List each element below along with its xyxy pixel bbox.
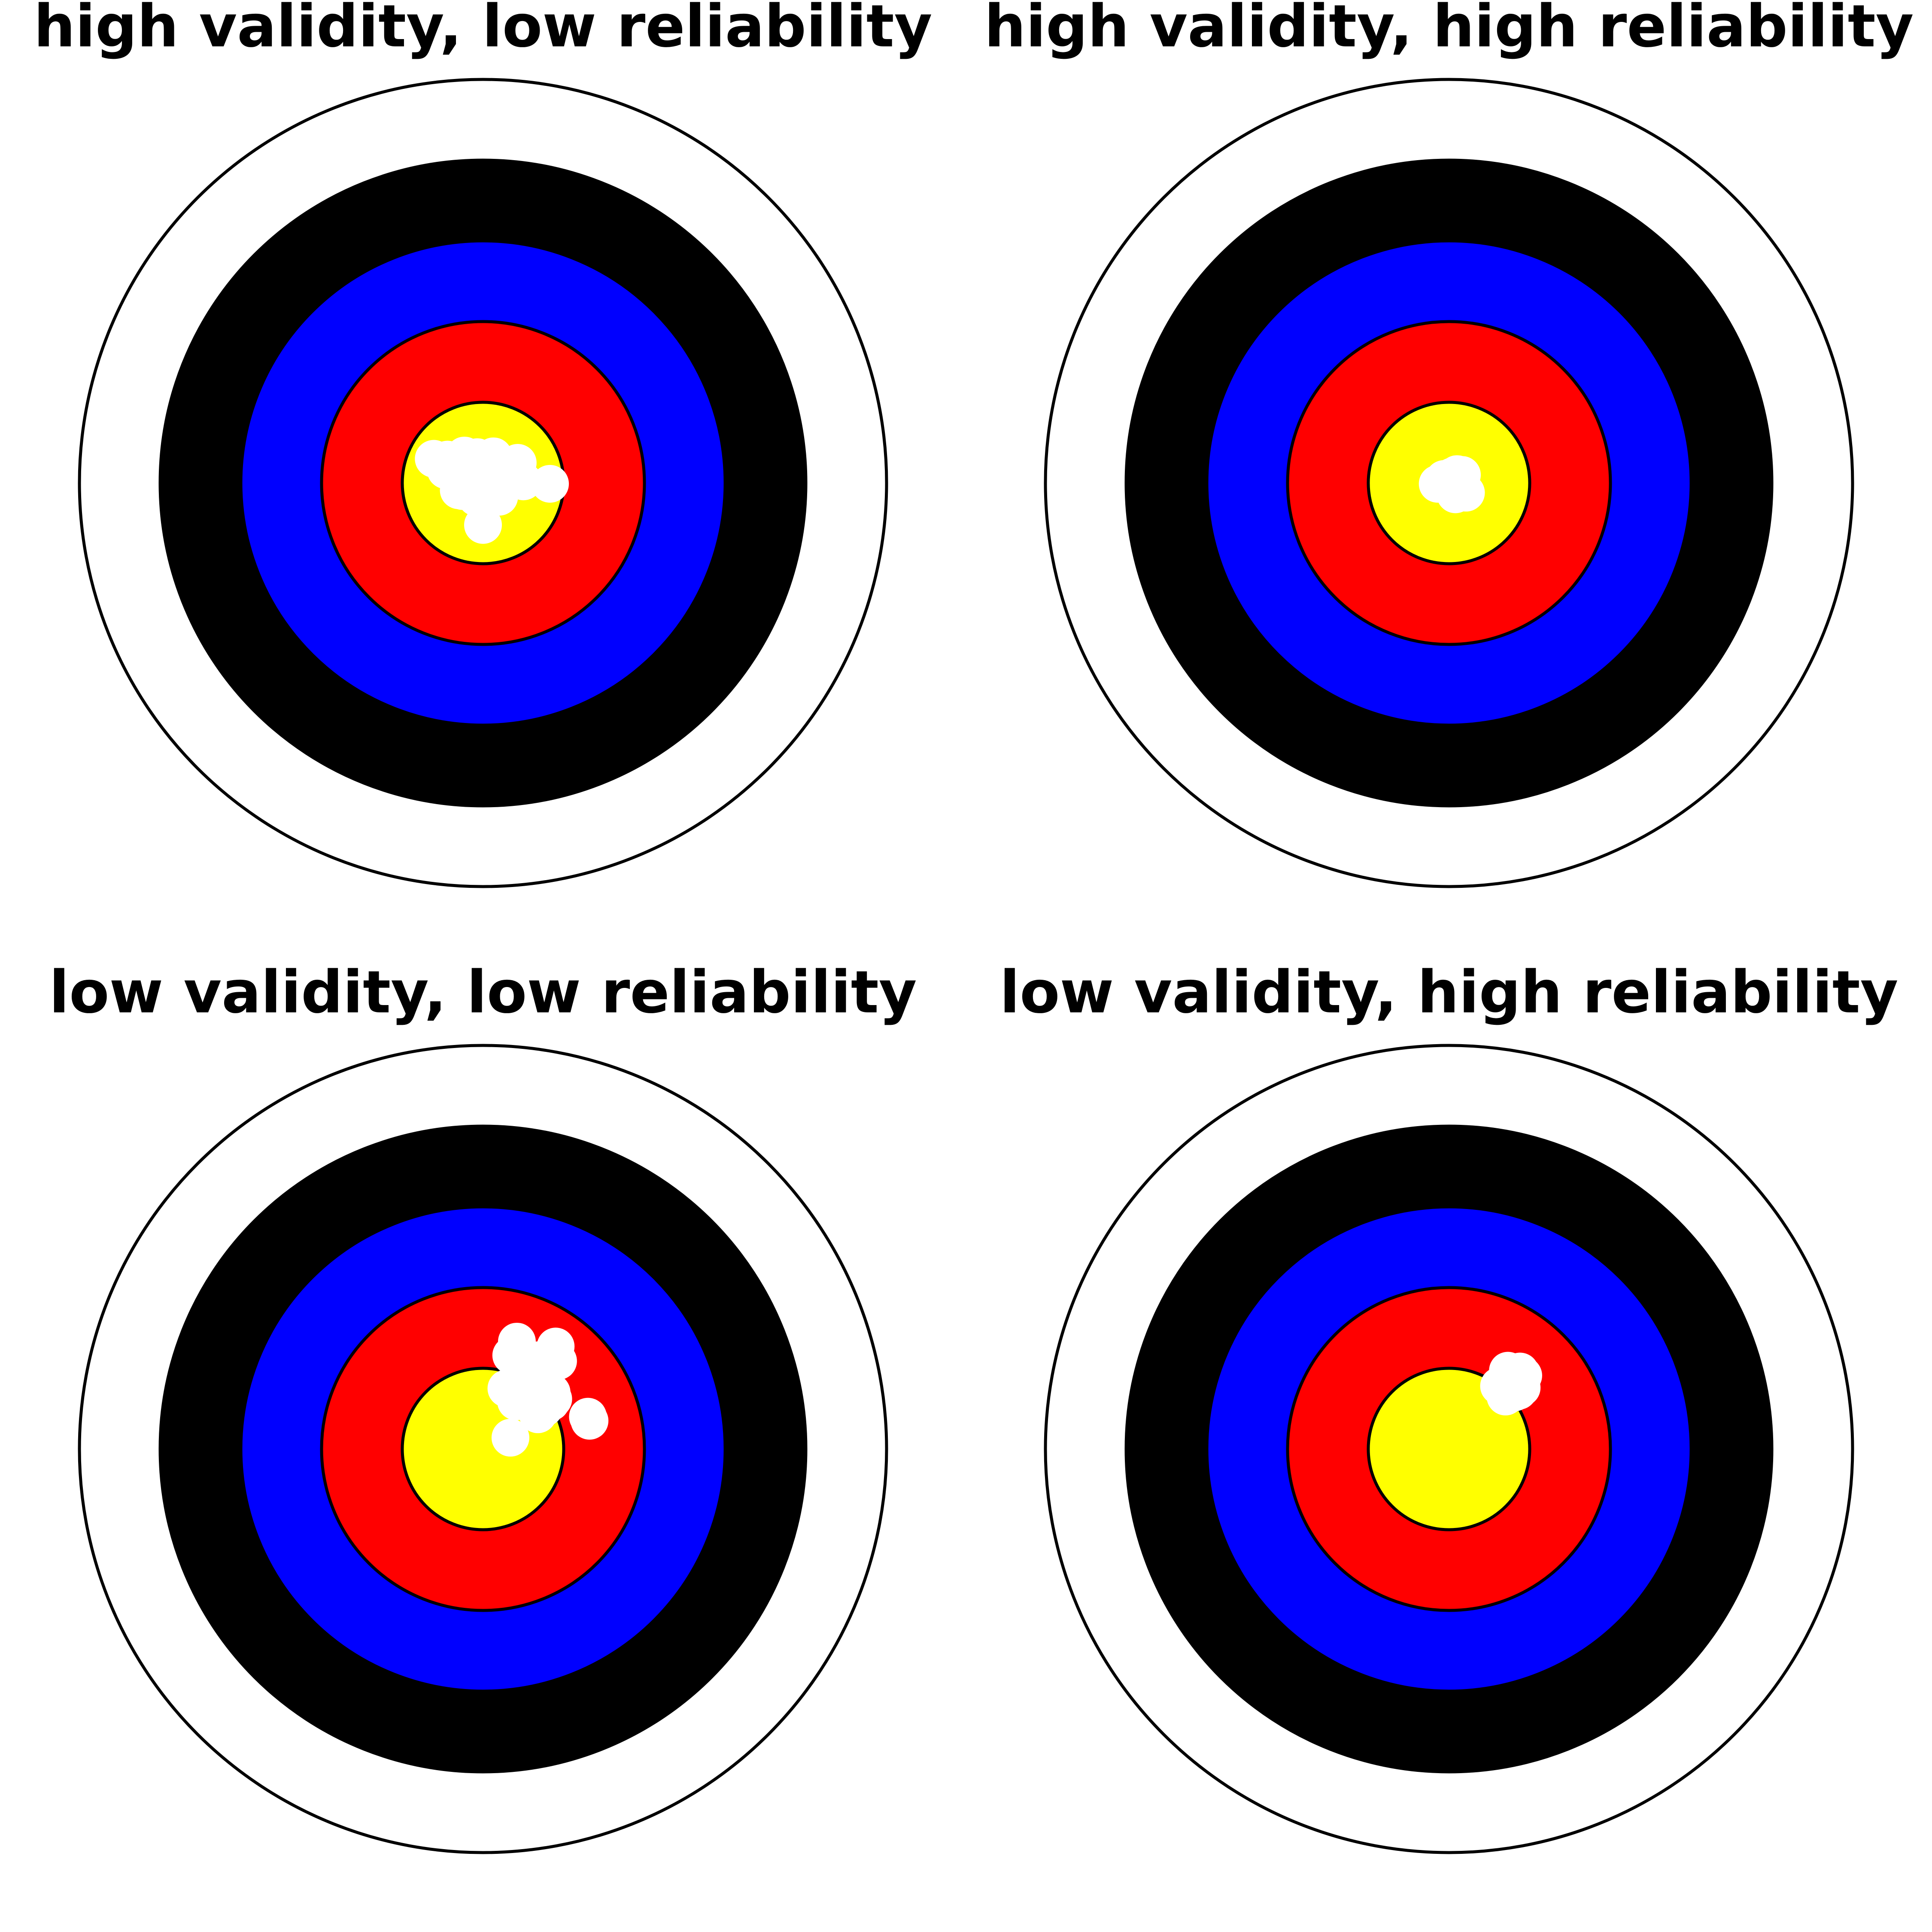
target: [1044, 1044, 1854, 1854]
panel-title: high validity, high reliability: [984, 0, 1914, 61]
hit-markers: [1480, 1352, 1542, 1416]
hit-markers: [1419, 455, 1485, 513]
panel-low-validity-low-reliability: low validity, low reliability: [49, 959, 917, 1854]
hit-marker: [539, 1342, 577, 1380]
panel-high-validity-low-reliability: high validity, low reliability: [34, 0, 933, 888]
hit-marker: [571, 1402, 609, 1440]
target: [78, 1044, 888, 1854]
hit-markers: [487, 1322, 609, 1457]
panel-low-validity-high-reliability: low validity, high reliability: [1000, 959, 1899, 1854]
hit-markers: [415, 437, 569, 544]
panel-high-validity-high-reliability: high validity, high reliability: [984, 0, 1914, 888]
target-ring-gold: [1367, 1367, 1531, 1531]
panel-title: high validity, low reliability: [34, 0, 933, 61]
hit-marker: [519, 1395, 557, 1434]
panel-title: low validity, high reliability: [1000, 959, 1899, 1027]
panel-title: low validity, low reliability: [49, 959, 917, 1027]
hit-marker: [491, 1419, 529, 1457]
hit-marker: [531, 465, 569, 503]
hit-marker: [1495, 1373, 1534, 1412]
hit-marker: [464, 506, 502, 544]
hit-marker: [1437, 475, 1475, 513]
